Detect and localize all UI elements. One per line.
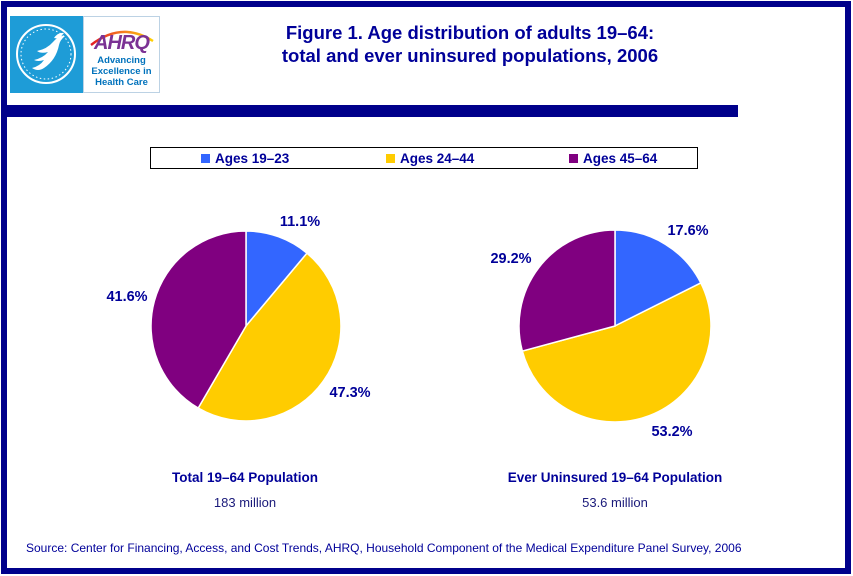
- pie-slice-ages-45–64: [150, 230, 247, 410]
- pie0-label-purple: 41.6%: [106, 289, 148, 305]
- legend-item-ages-19-23: Ages 19–23: [201, 148, 289, 168]
- pie-slice-ages-19–23: [614, 229, 702, 328]
- legend-item-ages-45-64: Ages 45–64: [569, 148, 657, 168]
- pie1-label-yellow: 53.2%: [651, 424, 693, 440]
- tagline-line: Advancing: [97, 55, 146, 66]
- figure-title-line1: Figure 1. Age distribution of adults 19–…: [285, 22, 655, 43]
- legend-swatch-blue: [201, 153, 210, 163]
- hhs-ahrq-logo: AHRQ Advancing Excellence in Health Care: [10, 16, 160, 93]
- figure-title: Figure 1. Age distribution of adults 19–…: [170, 21, 770, 67]
- pie-chart-total-population: [150, 230, 342, 422]
- pie0-caption-title: Total 19–64 Population: [171, 470, 319, 485]
- pie1-label-blue: 17.6%: [667, 223, 709, 239]
- legend-label: Ages 45–64: [583, 150, 658, 166]
- pie-slice-ages-24–44: [197, 252, 342, 422]
- figure-title-line2: total and ever uninsured populations, 20…: [281, 45, 659, 66]
- pie0-label-blue: 11.1%: [279, 214, 321, 230]
- pie-slice-ages-45–64: [518, 229, 616, 352]
- rainbow-arc-icon: [89, 30, 154, 46]
- pie1-caption: Ever Uninsured 19–64 Population 53.6 mil…: [460, 470, 770, 510]
- pie0-caption-subtitle: 183 million: [213, 495, 277, 510]
- legend-item-ages-24-44: Ages 24–44: [386, 148, 474, 168]
- pie0-label-yellow: 47.3%: [329, 385, 371, 401]
- pie-slice-ages-24–44: [521, 281, 712, 423]
- pie1-label-purple: 29.2%: [490, 251, 532, 267]
- chart-legend: Ages 19–23 Ages 24–44 Ages 45–64: [150, 147, 698, 169]
- hhs-eagle-icon: [16, 24, 76, 84]
- legend-label: Ages 19–23: [215, 150, 290, 166]
- pie-slice-ages-19–23: [245, 230, 309, 329]
- pie-chart-ever-uninsured: [518, 229, 712, 423]
- legend-swatch-purple: [569, 153, 578, 163]
- pie0-caption: Total 19–64 Population 183 million: [90, 470, 400, 510]
- pie1-caption-title: Ever Uninsured 19–64 Population: [507, 470, 723, 485]
- hhs-seal: [10, 16, 83, 93]
- legend-swatch-yellow: [386, 153, 395, 163]
- source-note: Source: Center for Financing, Access, an…: [26, 541, 742, 555]
- ahrq-logo: AHRQ Advancing Excellence in Health Care: [83, 16, 160, 93]
- header-divider-bar: [2, 105, 738, 117]
- pie1-caption-subtitle: 53.6 million: [582, 495, 648, 510]
- ahrq-wordmark: AHRQ: [94, 32, 150, 54]
- ahrq-tagline: Advancing Excellence in Health Care: [91, 55, 151, 88]
- tagline-line: Excellence in: [91, 66, 152, 77]
- tagline-line: Health Care: [95, 77, 148, 88]
- legend-label: Ages 24–44: [400, 150, 475, 166]
